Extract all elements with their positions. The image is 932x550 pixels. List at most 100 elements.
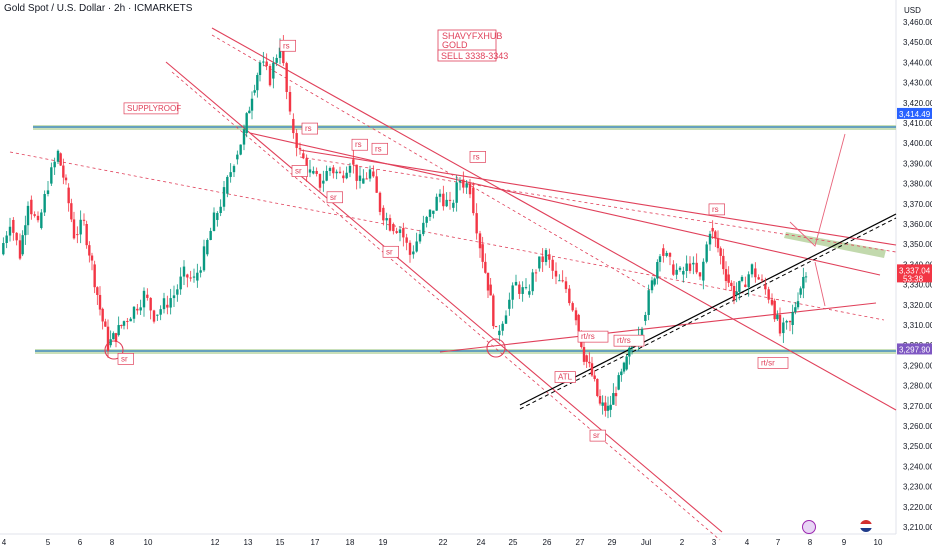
candle-body [325,170,328,181]
candle-body [253,90,256,93]
candle-body [109,339,112,346]
candle-body [117,325,120,336]
candle-body [56,150,60,162]
candle-body [776,314,779,320]
candle-body [202,246,206,271]
candle-body [132,306,136,319]
us-flag-icon[interactable] [860,520,872,532]
candle-body [342,175,345,179]
candle-body [455,182,458,203]
candle-body [724,269,728,281]
y-tick-label: 3,350.00 [903,240,932,249]
candle-body [682,270,685,275]
candle-body [518,284,521,294]
candle-body [30,199,33,215]
candle-body [40,212,43,229]
x-tick-label: 2 [680,538,685,547]
candle-body [98,294,102,310]
candle-body [564,281,568,290]
annotation-box [291,165,308,177]
candle-body [408,242,412,255]
dashed-channel-lower [171,71,721,541]
candle-body [501,323,504,331]
candle-body [67,187,70,204]
candle-body [685,263,688,271]
candle-body [368,169,372,179]
y-tick-label: 3,430.00 [903,79,932,88]
x-tick-label: 9 [842,538,847,547]
candle-body [182,266,186,277]
candle-body [236,154,239,160]
candle-body [388,218,392,231]
x-tick-label: 26 [543,538,552,547]
candle-body [668,252,672,257]
trend-line-ascending-support [439,302,877,353]
candle-body [791,311,794,325]
candle-body [588,361,591,364]
candle-body [149,297,152,311]
x-tick-label: 24 [477,538,486,547]
candle-body [732,285,736,300]
candle-body [738,280,741,292]
candle-body [601,402,604,406]
candle-body [478,233,482,249]
lightning-icon[interactable] [802,520,816,534]
candle-body [378,192,382,212]
candle-body [494,326,498,328]
candle-body [644,314,647,321]
candle-body [93,264,96,288]
touch-circle-1 [104,340,124,360]
x-tick-label: 6 [78,538,83,547]
candle-body [606,405,610,411]
y-tick-label: 3,240.00 [903,462,932,471]
candle-body [688,263,692,271]
candle-body [760,279,764,281]
y-tick-label: 3,250.00 [903,442,932,451]
candle-body [730,282,733,286]
candle-body [508,299,511,309]
price-axis: 3,210.00 3,220.00 3,230.00 3,240.00 3,250.00… [903,18,932,532]
annotation-label: rs [712,205,719,214]
candle-body [352,159,355,165]
candle-body [365,178,368,180]
candle-body [541,256,544,263]
annotation-box [469,151,486,163]
x-tick-label: 12 [211,538,220,547]
candle-body [568,288,571,304]
candle-body [585,355,588,362]
annotation-label: rs [375,144,382,153]
x-tick-label: 27 [576,538,585,547]
candle-body [226,176,229,194]
candle-body [332,167,335,174]
candle-body [481,244,484,262]
candle-body [574,310,578,321]
candle-body [15,232,18,241]
candle-body [405,237,408,243]
candle-body [452,202,455,208]
price-tag-label: 3,297.90 [899,345,931,354]
candle-body [90,255,94,261]
annotation-box [123,102,179,115]
ascending-trend-line-dashed [519,217,897,410]
candle-body [672,264,675,275]
annotation-label: sr [593,431,600,440]
candle-body [26,205,30,226]
annotation-box [577,330,609,343]
y-tick-label: 3,310.00 [903,321,932,330]
candle-body [318,173,322,188]
touch-circle-2 [486,338,506,358]
candle-body [445,199,448,207]
candle-body [662,248,665,256]
dashed-roof-parallel [299,156,897,253]
projection-path-up [789,133,846,247]
candle-body [176,289,179,295]
candle-body [219,206,222,214]
candle-body [468,183,472,195]
candle-body [658,256,662,263]
annotation-box [279,39,296,52]
candle-body [166,304,169,308]
price-tag-countdown: 53:38 [903,274,924,283]
candle-body [245,113,248,134]
